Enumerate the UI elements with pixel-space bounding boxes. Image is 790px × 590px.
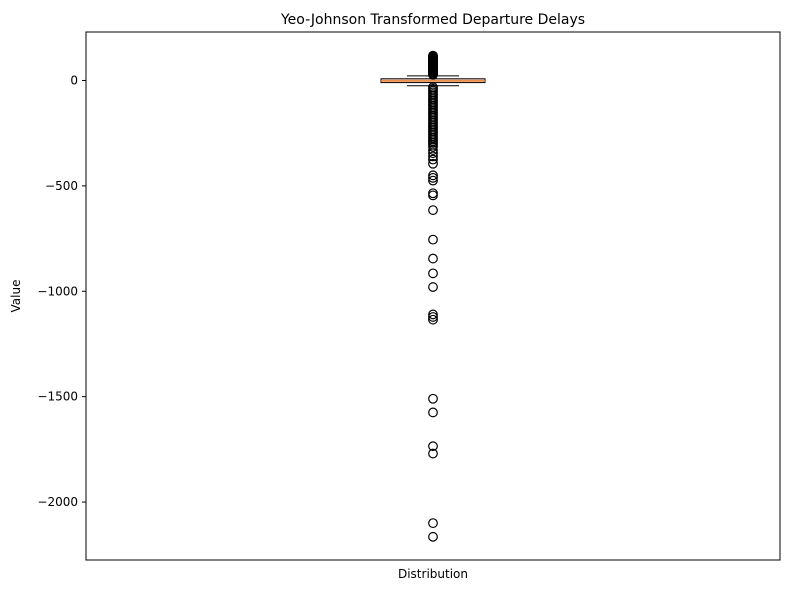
outlier-point [428,172,438,183]
outlier-point [428,190,438,201]
y-tick-label: −500 [45,179,78,193]
outlier-point [428,148,438,159]
outlier-point [428,253,438,264]
outlier-point [428,154,438,165]
outlier-point [428,312,438,322]
x-axis-label: Distribution [398,567,468,581]
y-tick-label: −1000 [37,284,78,298]
outlier-point [428,145,438,155]
outlier-point [428,309,438,320]
outlier-point [428,314,438,325]
outlier-point [428,69,438,80]
y-tick-label: 0 [70,73,78,87]
outlier-point [428,141,438,152]
outlier-point [428,170,438,181]
outlier-point [428,175,438,186]
outlier-point [428,518,438,529]
outlier-point [428,282,438,292]
plot-area [380,50,486,542]
y-tick-label: −1500 [37,390,78,404]
outlier-point [428,441,438,452]
outlier-point [428,158,438,169]
y-axis: 0 −500 −1000 −1500 −2000 [37,73,86,509]
outlier-point [428,234,438,245]
outlier-point [428,151,438,162]
outlier-point [428,188,438,199]
outlier-point [428,407,438,418]
outlier-point [428,448,438,459]
y-axis-label: Value [9,280,23,313]
outlier-point [428,205,438,216]
y-tick-label: −2000 [37,495,78,509]
outlier-point [428,268,438,279]
outlier-point [428,393,438,404]
outlier-point [428,531,438,542]
chart-title: Yeo-Johnson Transformed Departure Delays [280,12,585,28]
axes-frame [85,31,781,561]
